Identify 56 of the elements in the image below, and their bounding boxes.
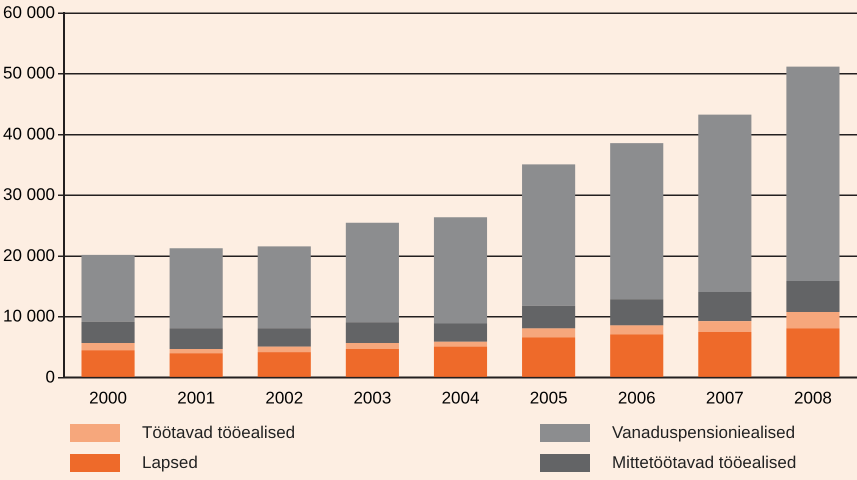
y-tick-label: 0 bbox=[46, 367, 55, 386]
bar bbox=[522, 338, 576, 377]
bar bbox=[786, 328, 840, 377]
bar bbox=[81, 350, 135, 377]
bar bbox=[698, 321, 752, 332]
x-tick-label: 2005 bbox=[530, 388, 568, 408]
bar bbox=[786, 281, 840, 312]
bar bbox=[170, 349, 223, 354]
y-tick-label: 40 000 bbox=[2, 124, 55, 144]
bar bbox=[610, 299, 664, 326]
x-tick-label: 2004 bbox=[442, 388, 480, 408]
bar bbox=[170, 328, 223, 350]
y-tick-label: 10 000 bbox=[2, 306, 55, 326]
x-tick-label: 2000 bbox=[89, 388, 127, 408]
x-tick-label: 2002 bbox=[265, 388, 304, 408]
bar bbox=[610, 143, 664, 300]
x-tick-label: 2007 bbox=[706, 388, 744, 408]
y-tick-label: 20 000 bbox=[2, 246, 55, 265]
bar bbox=[346, 349, 399, 377]
bar bbox=[434, 217, 488, 324]
bar bbox=[522, 306, 576, 328]
bar bbox=[698, 292, 752, 322]
legend-label: Lapsed bbox=[142, 453, 198, 473]
x-tick-label: 2003 bbox=[353, 388, 392, 408]
x-tick-label: 2006 bbox=[618, 388, 656, 408]
legend-label: Vanaduspensioniealised bbox=[612, 423, 796, 443]
bar bbox=[698, 332, 752, 377]
bar bbox=[610, 334, 664, 377]
bar bbox=[346, 222, 399, 322]
x-tick-label: 2008 bbox=[794, 388, 832, 408]
y-tick-label: 50 000 bbox=[2, 64, 55, 83]
bar bbox=[434, 346, 488, 377]
y-tick-label: 30 000 bbox=[2, 185, 55, 204]
y-tick-label: 60 000 bbox=[2, 2, 55, 22]
bar bbox=[81, 322, 135, 343]
bar bbox=[434, 342, 488, 347]
bar bbox=[786, 66, 840, 282]
x-tick-label: 2001 bbox=[177, 388, 216, 408]
bar bbox=[434, 324, 488, 342]
bar bbox=[786, 312, 840, 328]
bar bbox=[522, 328, 576, 338]
bar bbox=[258, 328, 311, 347]
bar bbox=[522, 164, 576, 306]
legend-label: Mittetöötavad tööealised bbox=[612, 453, 796, 473]
bar bbox=[698, 114, 752, 292]
legend-label: Töötavad tööealised bbox=[142, 423, 296, 443]
bar bbox=[170, 353, 223, 377]
bar bbox=[81, 254, 135, 322]
bar bbox=[81, 342, 135, 350]
bar bbox=[170, 248, 223, 328]
bar bbox=[610, 325, 664, 334]
bar bbox=[346, 342, 399, 350]
bar bbox=[258, 246, 311, 328]
bar bbox=[258, 346, 311, 352]
bar bbox=[258, 352, 311, 377]
bar bbox=[346, 322, 399, 343]
